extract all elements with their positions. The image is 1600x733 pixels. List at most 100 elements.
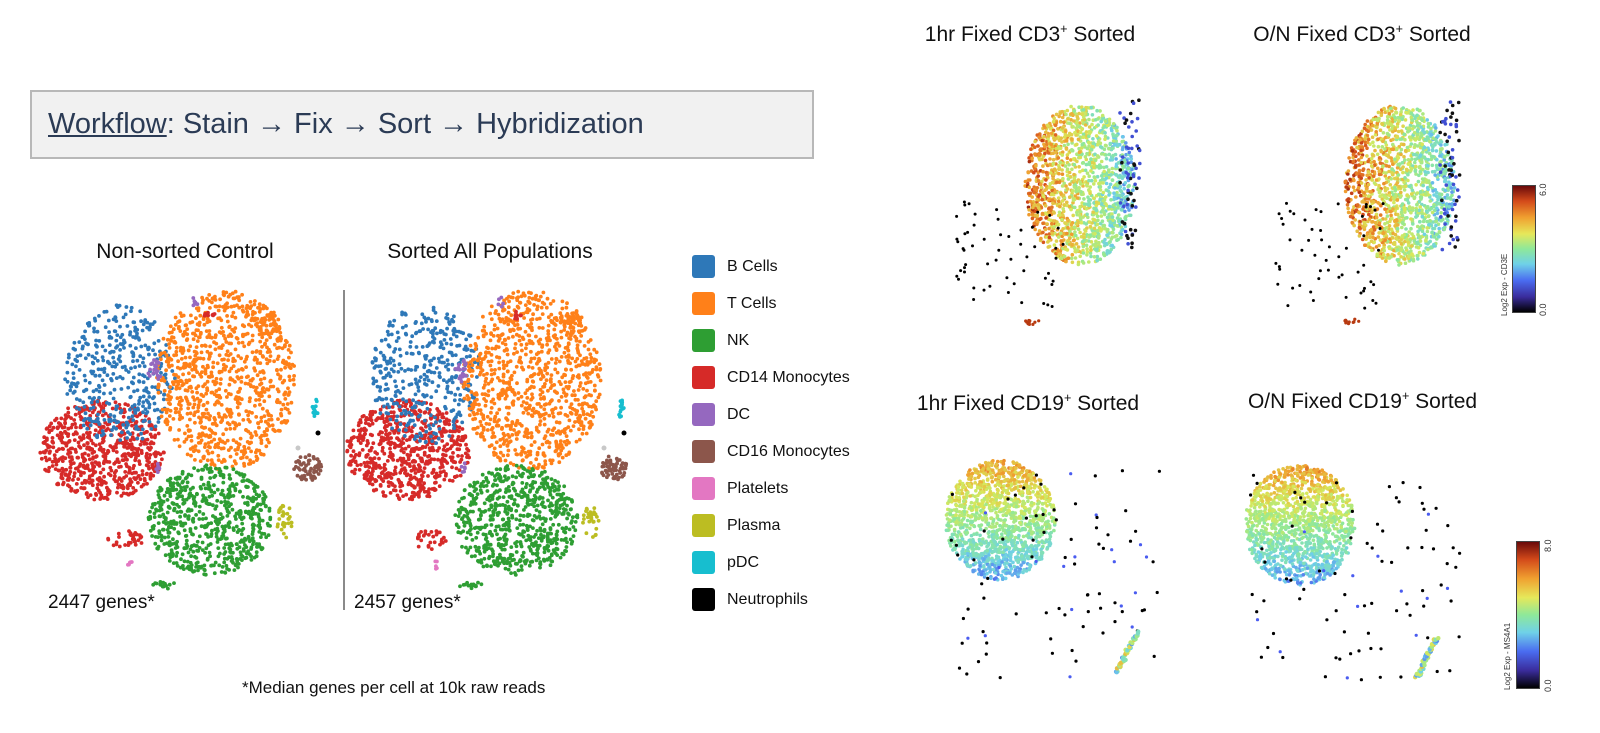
cluster-point-nk xyxy=(212,563,216,568)
cluster-point-bcells xyxy=(131,359,135,364)
cluster-point-tcells xyxy=(495,411,499,416)
cluster-point-bcells xyxy=(121,423,126,427)
cluster-point-tcells xyxy=(543,462,548,467)
cluster-point-nk xyxy=(216,546,221,550)
cluster-point-tcells xyxy=(239,375,244,380)
cluster-point-tcells xyxy=(554,357,559,362)
cluster-point-tcells xyxy=(487,350,491,355)
cluster-point-nk xyxy=(200,540,205,545)
cluster-point-tcells xyxy=(283,390,288,395)
cluster-point-cd14 xyxy=(58,422,63,426)
cluster-point-tcells xyxy=(542,416,547,421)
cluster-point-cd14 xyxy=(357,467,362,472)
cluster-point-nk xyxy=(159,538,164,543)
cluster-point-bcells xyxy=(388,374,393,379)
cluster-point-tcells xyxy=(538,422,542,427)
cluster-point-bcells xyxy=(102,391,106,396)
cluster-point-tcells xyxy=(208,306,212,310)
cluster-point-tcells xyxy=(571,311,576,315)
cluster-point-nk xyxy=(254,550,259,555)
cluster-point-tcells xyxy=(189,385,193,390)
cluster-point-bcells xyxy=(407,410,412,415)
cluster-point-tcells xyxy=(543,434,548,438)
cluster-point-bcells xyxy=(384,396,389,401)
cluster-point-bcells xyxy=(152,320,157,324)
cluster-point-tcells xyxy=(478,351,483,356)
cluster-point-nk xyxy=(218,551,222,556)
cluster-point-cd14 xyxy=(410,483,414,488)
cluster-point-bcells xyxy=(77,368,82,372)
cluster-point-cd16 xyxy=(316,472,321,476)
cluster-point-bcells xyxy=(95,344,99,349)
cluster-point-nk xyxy=(179,523,184,528)
cluster-point-nk xyxy=(202,524,207,528)
cluster-point-tcells xyxy=(545,429,550,434)
cluster-point-tcells xyxy=(492,371,497,376)
cluster-point-tcells xyxy=(162,388,167,393)
cluster-point-tcells xyxy=(574,412,579,417)
cluster-point-tcells xyxy=(560,375,565,380)
cluster-point-tcells xyxy=(512,428,516,432)
cluster-point-tcells xyxy=(518,422,522,426)
cluster-point-tcells xyxy=(224,427,229,432)
cluster-point-tcells xyxy=(506,310,511,315)
cluster-point-cd14 xyxy=(423,445,428,449)
cluster-point-tcells xyxy=(232,459,237,464)
cluster-point-tcells xyxy=(563,346,568,350)
cluster-point-tcells xyxy=(257,393,262,398)
cluster-point-nk xyxy=(189,544,194,549)
cluster-point-tcells xyxy=(590,370,594,374)
cluster-point-tcells xyxy=(208,433,213,438)
cluster-point-tcells xyxy=(279,407,284,412)
workflow-link[interactable]: Workflow xyxy=(48,108,167,140)
cluster-point-bcells xyxy=(449,350,454,355)
cluster-point-tcells xyxy=(528,403,532,408)
cluster-point-bcells xyxy=(130,414,135,419)
cluster-point-tcells xyxy=(195,396,200,401)
cluster-point-nk xyxy=(234,511,239,516)
cluster-point-bcells xyxy=(429,370,434,375)
cluster-point-cd14 xyxy=(126,451,131,456)
cluster-point-cd14 xyxy=(69,455,74,459)
cluster-point-nk xyxy=(169,519,173,524)
cluster-point-bcells xyxy=(137,372,142,377)
cluster-point-bcells xyxy=(451,332,456,337)
cluster-point-bcells xyxy=(131,320,136,325)
cluster-point-bcells xyxy=(135,358,140,363)
cluster-point-tcells xyxy=(548,338,552,343)
cluster-point-cd14 xyxy=(123,470,128,474)
cluster-point-tcells xyxy=(232,426,237,431)
cluster-point-tcells xyxy=(523,391,528,396)
cluster-point-nk xyxy=(264,535,269,540)
cluster-point-cd14 xyxy=(101,454,106,458)
cluster-point-tcells xyxy=(198,372,202,377)
cluster-point-bcells xyxy=(114,345,118,350)
cluster-point-tcells xyxy=(209,458,214,463)
cluster-point-nk xyxy=(483,532,488,537)
cluster-point-cd14 xyxy=(419,477,424,482)
cluster-point-tcells xyxy=(521,458,525,462)
cluster-point-bcells xyxy=(173,376,177,381)
cluster-point-bcells xyxy=(135,388,140,393)
cluster-point-tcells xyxy=(217,304,222,309)
cluster-point-plasma xyxy=(277,517,282,521)
cluster-point-nk xyxy=(243,536,247,541)
cluster-point-nk xyxy=(162,493,167,498)
cluster-point-bcells xyxy=(397,428,401,432)
cluster-point-bcells xyxy=(401,386,406,390)
cluster-point-bcells xyxy=(408,340,413,344)
cluster-point-tcells xyxy=(536,429,541,434)
cluster-point-bcells xyxy=(152,401,157,406)
cluster-point-cd14 xyxy=(92,464,97,469)
cluster-point-cd14 xyxy=(353,467,358,472)
cluster-point-nk xyxy=(179,488,184,493)
cluster-point-tcells xyxy=(543,362,548,367)
cluster-point-nk xyxy=(156,546,160,551)
cluster-point-tcells xyxy=(497,360,501,365)
cluster-point-tcells xyxy=(225,421,230,425)
cluster-point-tcells xyxy=(535,304,540,309)
cluster-point-tcells xyxy=(538,337,543,342)
cluster-point-tcells xyxy=(530,366,535,370)
cluster-point-tcells xyxy=(191,445,195,450)
cluster-point-tcells xyxy=(503,391,508,396)
